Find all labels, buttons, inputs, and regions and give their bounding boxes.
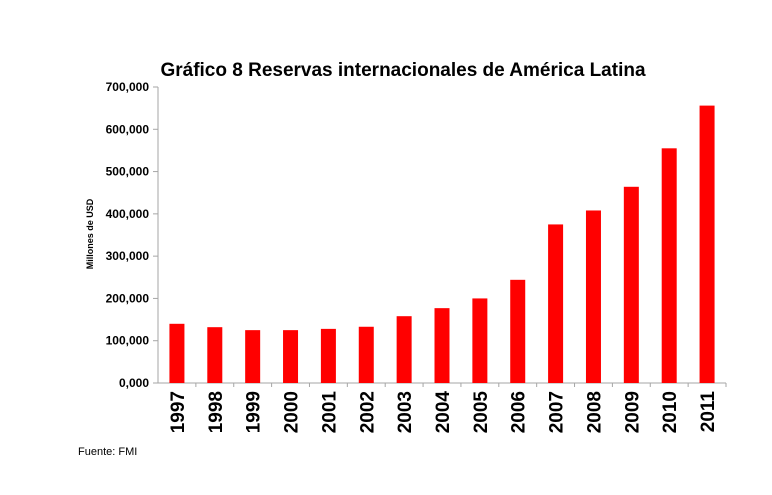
y-tick-label: 400,000 [106, 207, 150, 221]
source-note: Fuente: FMI [78, 446, 137, 458]
x-ticks: 1997 1998 1999 2000 2001 2002 2003 2004 2005 2006… [168, 383, 727, 434]
y-tick-label: 300,000 [106, 249, 150, 263]
bar-2000 [283, 330, 299, 383]
bar-2007 [548, 224, 564, 383]
x-tick-label: 2006 [509, 391, 530, 433]
y-tick-label: 700,000 [106, 80, 150, 94]
bar-2008 [585, 210, 601, 383]
bar-1997 [169, 323, 185, 383]
x-tick-label: 2010 [660, 391, 681, 433]
bar-2001 [320, 328, 336, 383]
bar-2009 [623, 186, 639, 383]
bar-2011 [699, 105, 715, 383]
x-tick-label: 2004 [433, 391, 454, 434]
x-tick-label: 2001 [319, 391, 340, 434]
x-tick-label: 2011 [698, 391, 719, 433]
x-tick-label: 1998 [206, 391, 227, 433]
y-tick-label: 100,000 [106, 334, 150, 348]
bar-2004 [434, 308, 450, 383]
x-tick-label: 2003 [395, 391, 416, 433]
y-tick-label: 600,000 [106, 122, 150, 136]
x-tick-label: 2000 [282, 391, 303, 433]
y-tick-label: 500,000 [106, 165, 150, 179]
x-tick-label: 2008 [584, 391, 605, 433]
chart-title: Gráfico 8 Reservas internacionales de Am… [160, 60, 645, 81]
y-tick-label: 0,000 [119, 376, 149, 390]
bar-1998 [207, 327, 223, 383]
x-tick-label: 2007 [547, 391, 568, 433]
bar-2003 [396, 316, 412, 383]
x-tick-label: 2009 [622, 391, 643, 433]
bar-2002 [358, 326, 374, 383]
x-tick-label: 1999 [244, 391, 265, 433]
bar-2010 [661, 148, 677, 383]
y-tick-label: 200,000 [106, 291, 150, 305]
bar-1999 [245, 330, 261, 383]
x-tick-label: 2005 [471, 391, 492, 434]
bar-2006 [510, 279, 526, 383]
y-ticks: 0,000 100,000 200,000 300,000 400,000 500,000… [106, 80, 158, 390]
bar-2005 [472, 298, 488, 383]
y-axis-label: Millones de USD [85, 198, 95, 269]
x-tick-label: 1997 [168, 391, 189, 433]
x-tick-label: 2002 [357, 391, 378, 433]
bars [169, 105, 715, 383]
